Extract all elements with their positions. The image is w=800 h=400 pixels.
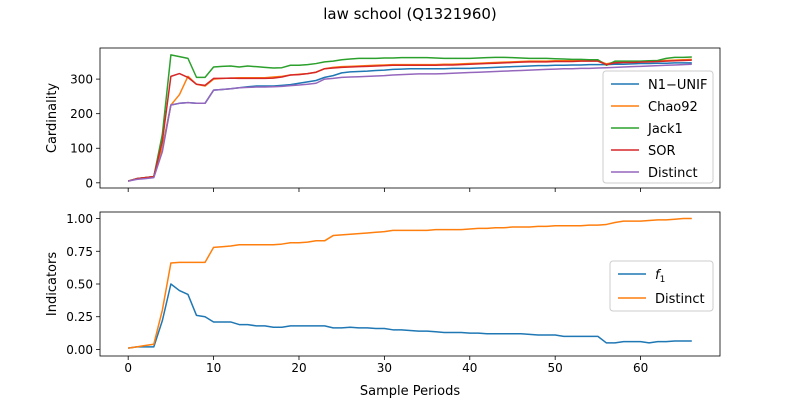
x-tick-label: 20 xyxy=(291,361,306,375)
series-line-0-4 xyxy=(128,63,692,182)
indicators-plot: 0 10 20 30 40 50 60 0.00 0.25 0.50 0.75 1.00 Indicat… xyxy=(45,211,721,399)
y-axis-label: Cardinality xyxy=(45,83,60,154)
x-tick-label: 10 xyxy=(206,361,221,375)
y-tick-label: 200 xyxy=(70,107,93,121)
y-tick-label: 100 xyxy=(70,142,93,156)
x-tick-label: 60 xyxy=(633,361,648,375)
y-tick-label: 300 xyxy=(70,73,93,87)
x-axis-label: Sample Periods xyxy=(360,384,460,399)
cardinality-plot: 0 100 200 300 Cardinality N1−UNIF Chao92 Jack1 S… xyxy=(45,47,721,192)
series-line-0-3 xyxy=(127,59,692,182)
legend-label: Distinct xyxy=(648,166,698,181)
y-tick-label: 0.00 xyxy=(66,343,93,357)
legend-label: Chao92 xyxy=(648,100,698,115)
axes-frame xyxy=(99,47,721,189)
y-tick-label: 0.50 xyxy=(66,278,93,292)
legend: N1−UNIF Chao92 Jack1 SOR Distinct xyxy=(602,70,714,184)
x-tick-label: 40 xyxy=(462,361,477,375)
series-line-1-1 xyxy=(128,217,692,349)
legend-label: SOR xyxy=(648,144,676,159)
y-tick-label: 1.00 xyxy=(66,212,93,226)
y-tick-label: 0.75 xyxy=(66,245,93,259)
chart-title: law school (Q1321960) xyxy=(323,5,497,23)
legend-label: f1 xyxy=(655,268,665,285)
legend-label: N1−UNIF xyxy=(648,78,707,93)
y-tick-label: 0 xyxy=(85,176,93,190)
legend-label: Distinct xyxy=(655,292,705,307)
legend-frame xyxy=(602,70,714,184)
x-tick-label: 50 xyxy=(548,361,563,375)
x-tick-label: 0 xyxy=(124,361,132,375)
legend: f1 Distinct xyxy=(609,260,714,312)
x-tick-label: 30 xyxy=(377,361,392,375)
y-axis-label: Indicators xyxy=(45,252,60,316)
y-tick-label: 0.25 xyxy=(66,310,93,324)
series-line-1-0 xyxy=(128,283,692,349)
legend-label: Jack1 xyxy=(647,122,683,137)
series-line-0-2 xyxy=(127,54,692,182)
